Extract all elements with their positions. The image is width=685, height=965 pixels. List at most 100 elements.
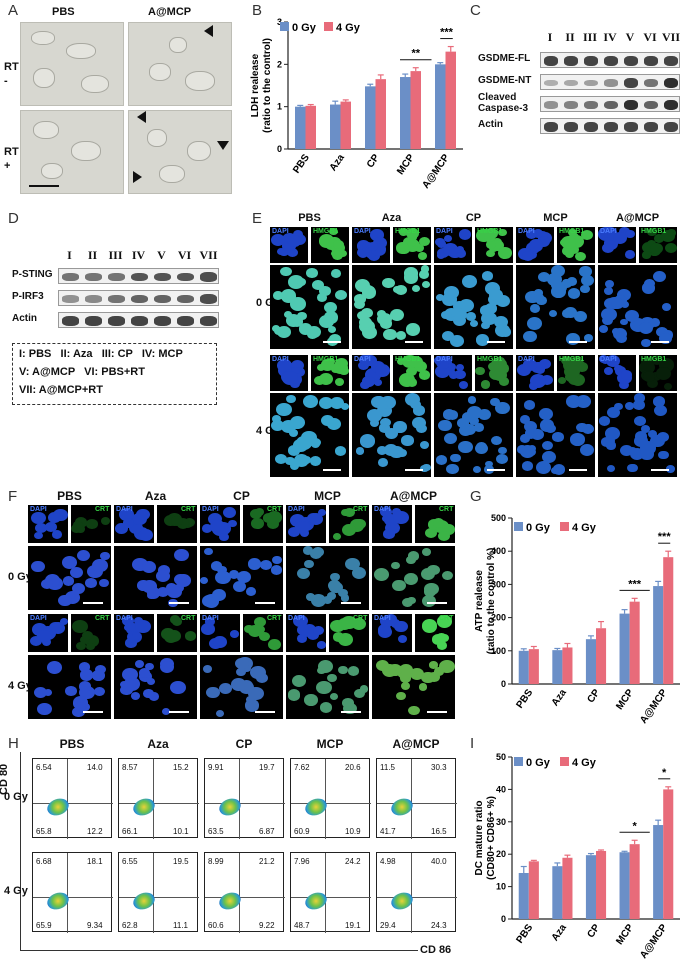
nucleus bbox=[560, 236, 577, 250]
nucleus bbox=[641, 338, 652, 347]
blot-band bbox=[664, 99, 678, 111]
nucleus bbox=[579, 266, 592, 277]
nucleus bbox=[94, 664, 106, 675]
lane-label: I bbox=[547, 30, 553, 44]
nucleus bbox=[397, 635, 407, 643]
nucleus bbox=[648, 430, 658, 439]
nucleus bbox=[422, 281, 431, 289]
lane-label: VI bbox=[177, 248, 192, 262]
nucleus bbox=[51, 530, 62, 539]
nucleus bbox=[606, 465, 615, 472]
nucleus bbox=[297, 625, 309, 635]
panel-e-col-label: PBS bbox=[298, 212, 321, 224]
dapi-label: DAPI bbox=[288, 506, 305, 513]
nucleus bbox=[405, 322, 421, 336]
nucleus bbox=[376, 309, 386, 318]
scale-bar bbox=[255, 602, 275, 604]
lane-label: VII bbox=[199, 248, 218, 262]
flow-plot: 4.98 40.0 29.4 24.3 bbox=[376, 852, 457, 933]
scale-bar bbox=[169, 711, 189, 713]
nucleus bbox=[297, 568, 311, 580]
nucleus bbox=[99, 579, 109, 588]
dapi-label: DAPI bbox=[436, 228, 453, 235]
nucleus bbox=[58, 595, 72, 607]
nucleus bbox=[580, 274, 595, 287]
nucleus bbox=[130, 691, 141, 700]
nucleus bbox=[170, 515, 184, 527]
panel-letter-i: I bbox=[470, 735, 475, 752]
nucleus bbox=[450, 334, 465, 347]
nucleus bbox=[389, 308, 405, 322]
nucleus bbox=[484, 233, 495, 242]
nucleus bbox=[638, 322, 654, 335]
hmgb1-label: HMGB1 bbox=[477, 356, 503, 363]
nucleus bbox=[540, 375, 553, 386]
nucleus bbox=[573, 310, 588, 323]
nucleus bbox=[422, 595, 437, 608]
blot-band bbox=[62, 295, 79, 303]
quadrant-gate-vertical bbox=[324, 853, 326, 933]
lane-label: V bbox=[157, 248, 166, 262]
nucleus bbox=[398, 228, 408, 236]
bar-4gy bbox=[410, 71, 421, 149]
nucleus bbox=[628, 446, 638, 455]
nucleus bbox=[581, 423, 595, 435]
nucleus bbox=[37, 629, 52, 642]
merge-image bbox=[270, 393, 349, 477]
nucleus bbox=[453, 300, 466, 312]
nucleus bbox=[661, 230, 676, 243]
dapi-label: DAPI bbox=[600, 228, 617, 235]
nucleus bbox=[275, 402, 292, 417]
nucleus bbox=[552, 432, 564, 442]
bar-0gy bbox=[518, 650, 529, 684]
nucleus bbox=[287, 690, 300, 702]
nucleus bbox=[161, 708, 170, 716]
nucleus bbox=[163, 630, 179, 643]
nucleus bbox=[484, 303, 497, 314]
nucleus bbox=[383, 328, 397, 341]
nucleus bbox=[334, 445, 347, 456]
nucleus bbox=[542, 440, 554, 450]
panel-f-col-label: MCP bbox=[314, 489, 341, 503]
nucleus bbox=[603, 367, 614, 376]
nucleus bbox=[328, 581, 343, 594]
nucleus bbox=[408, 552, 420, 562]
dapi-label: DAPI bbox=[436, 356, 453, 363]
nucleus bbox=[243, 624, 254, 633]
quadrant-value: 8.99 bbox=[208, 857, 224, 866]
lane-legend-box: I: PBS II: Aza III: CP IV: MCP V: A@MCP … bbox=[12, 343, 217, 405]
nucleus bbox=[408, 356, 423, 369]
nucleus bbox=[526, 316, 543, 331]
nucleus bbox=[624, 309, 640, 323]
nucleus bbox=[247, 557, 262, 570]
lane-label: V bbox=[625, 30, 635, 44]
nucleus bbox=[362, 376, 375, 387]
nucleus bbox=[475, 334, 490, 346]
merge-image bbox=[516, 265, 595, 349]
nucleus bbox=[448, 371, 458, 379]
nucleus bbox=[124, 677, 141, 691]
nucleus bbox=[457, 417, 469, 428]
quadrant-gate-vertical bbox=[410, 759, 412, 839]
scale-bar bbox=[341, 602, 361, 604]
nucleus bbox=[641, 282, 656, 294]
nucleus bbox=[44, 521, 58, 533]
nucleus bbox=[211, 561, 223, 571]
scale-bar bbox=[427, 602, 447, 604]
nucleus bbox=[484, 460, 494, 468]
flow-plot: 7.96 24.2 48.7 19.1 bbox=[290, 852, 371, 933]
nucleus bbox=[462, 274, 478, 288]
nucleus bbox=[428, 671, 440, 682]
quadrant-value: 41.7 bbox=[380, 827, 396, 836]
hmgb1-label: HMGB1 bbox=[559, 228, 585, 235]
nucleus bbox=[439, 633, 450, 642]
quadrant-value: 7.96 bbox=[294, 857, 310, 866]
nucleus bbox=[318, 373, 333, 386]
scale-bar bbox=[569, 341, 587, 343]
dapi-label: DAPI bbox=[518, 228, 535, 235]
dapi-label: DAPI bbox=[518, 356, 535, 363]
blot-band bbox=[624, 56, 638, 66]
panel-e-col-label: CP bbox=[465, 212, 482, 224]
nucleus bbox=[329, 333, 342, 344]
nucleus bbox=[122, 518, 135, 528]
